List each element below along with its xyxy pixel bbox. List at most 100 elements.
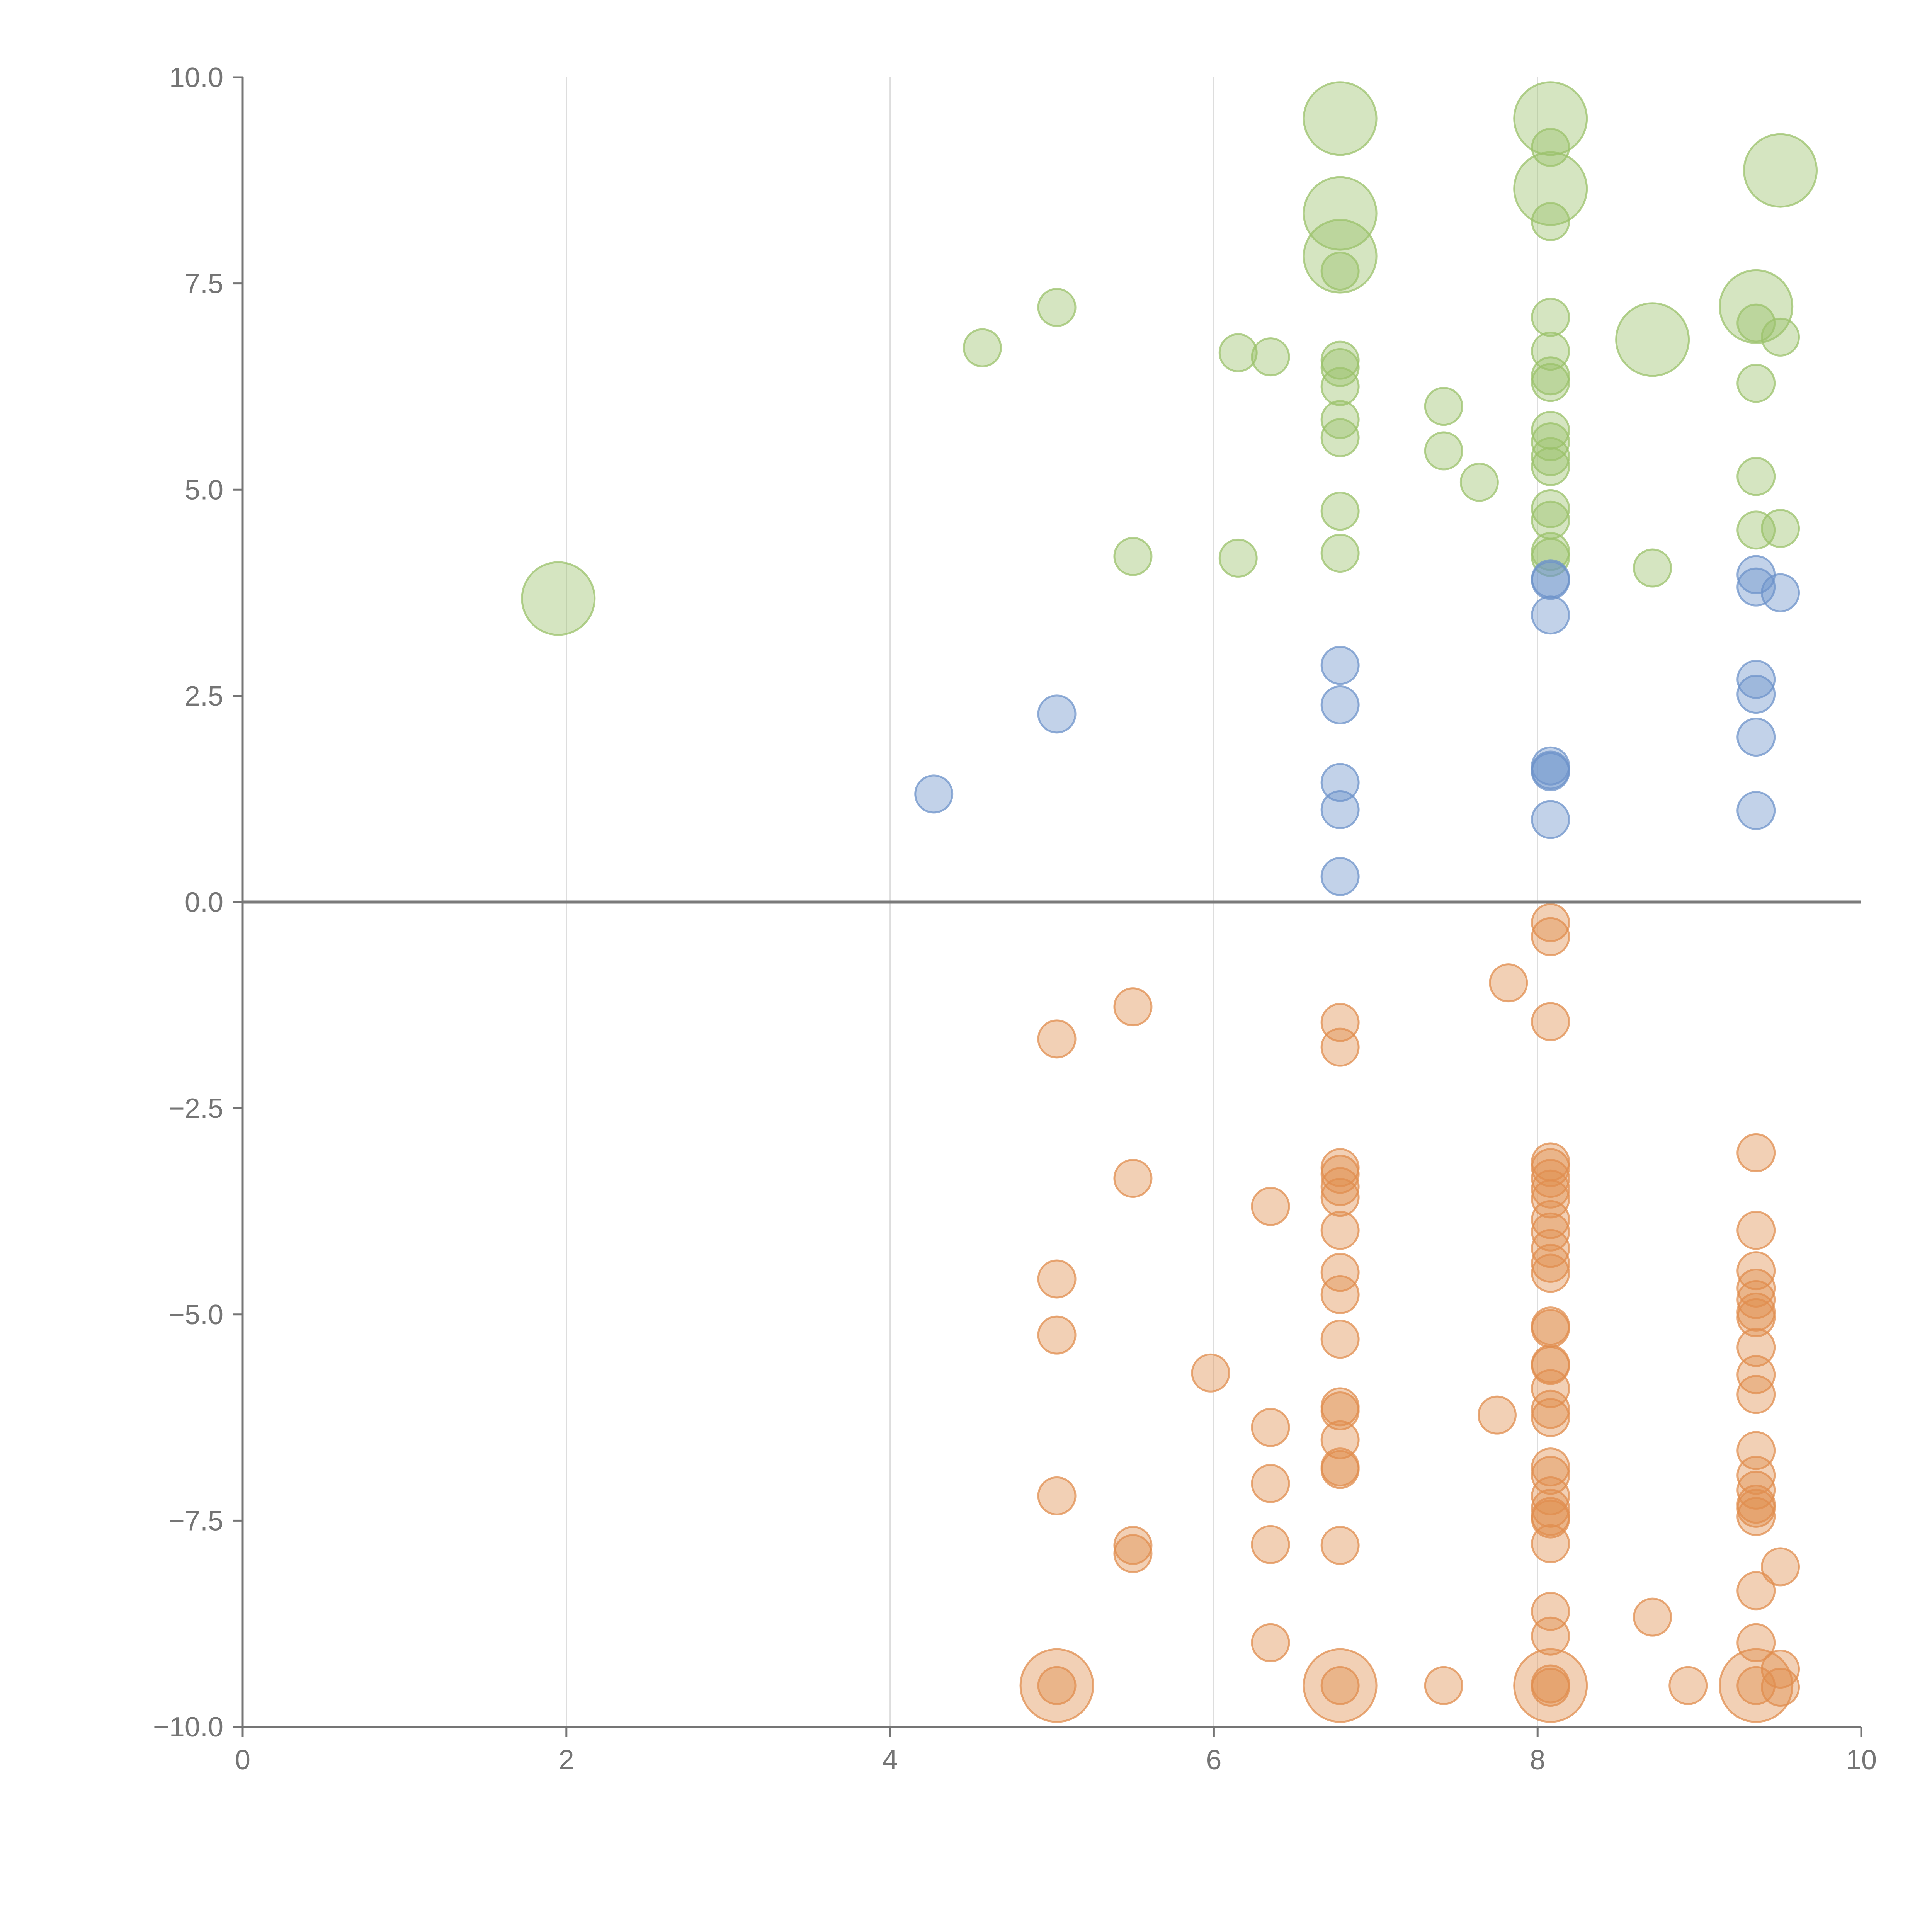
y-tick-label: 10.0 — [169, 62, 223, 93]
y-tick-label: 7.5 — [185, 269, 223, 299]
data-point-orange-74 — [1113, 1526, 1153, 1565]
data-point-orange-87 — [1424, 1666, 1463, 1705]
data-point-blue-18 — [1736, 675, 1776, 714]
data-point-orange-2 — [1513, 1648, 1588, 1723]
data-point-green-36 — [1320, 492, 1360, 531]
data-point-orange-55 — [1320, 1420, 1360, 1459]
data-point-orange-37 — [1736, 1355, 1776, 1395]
data-point-blue-4 — [1320, 685, 1360, 724]
data-point-orange-13 — [1251, 1187, 1290, 1226]
data-point-green-44 — [1736, 457, 1776, 496]
data-point-blue-3 — [1320, 646, 1360, 685]
data-point-orange-89 — [1037, 1666, 1077, 1705]
data-point-blue-6 — [914, 774, 954, 814]
data-point-blue-11 — [1320, 790, 1360, 829]
data-point-orange-21 — [1531, 1159, 1570, 1198]
data-point-orange-39 — [1037, 1259, 1077, 1299]
data-point-orange-61 — [1736, 1456, 1776, 1495]
y-tick-label: 5.0 — [185, 474, 223, 505]
data-point-green-42 — [1761, 317, 1800, 357]
data-point-orange-46 — [1531, 1309, 1570, 1348]
data-point-orange-42 — [1320, 1275, 1360, 1315]
data-points — [521, 81, 1818, 1723]
data-point-orange-72 — [1531, 1524, 1570, 1563]
data-point-orange-52 — [1477, 1395, 1517, 1435]
data-point-blue-16 — [1761, 573, 1800, 612]
y-tick-label: −7.5 — [168, 1505, 223, 1536]
y-tick-label: −10.0 — [153, 1712, 223, 1743]
data-point-green-11 — [1320, 252, 1360, 291]
data-point-blue-2 — [1531, 595, 1570, 635]
data-point-orange-38 — [1736, 1375, 1776, 1414]
data-point-green-35 — [1531, 537, 1570, 577]
data-point-green-2 — [1743, 133, 1818, 208]
data-point-orange-78 — [1761, 1547, 1800, 1587]
data-point-green-26 — [1424, 431, 1463, 471]
data-point-orange-76 — [1251, 1525, 1290, 1564]
data-point-orange-11 — [1320, 1027, 1360, 1067]
data-point-green-31 — [1531, 447, 1570, 486]
data-point-blue-20 — [1736, 791, 1776, 830]
data-point-orange-15 — [1320, 1155, 1360, 1194]
data-point-blue-19 — [1736, 718, 1776, 757]
y-tick-label: 2.5 — [185, 681, 223, 712]
data-point-orange-49 — [1531, 1369, 1570, 1408]
y-tick-label: −2.5 — [168, 1093, 223, 1124]
data-point-green-38 — [1113, 537, 1153, 576]
data-point-orange-66 — [1531, 1447, 1570, 1487]
data-point-orange-18 — [1320, 1211, 1360, 1250]
data-point-orange-6 — [1489, 963, 1528, 1003]
y-tick-label: −5.0 — [168, 1299, 223, 1330]
data-point-green-15 — [1251, 337, 1290, 377]
data-point-green-19 — [1531, 363, 1570, 402]
data-point-orange-0 — [1019, 1648, 1094, 1723]
data-point-orange-51 — [1531, 1398, 1570, 1437]
data-point-green-3 — [1513, 151, 1588, 226]
data-point-green-23 — [1424, 387, 1463, 426]
data-point-orange-16 — [1320, 1167, 1360, 1206]
data-point-orange-68 — [1531, 1476, 1570, 1515]
data-point-green-8 — [521, 561, 596, 636]
data-point-green-12 — [1037, 288, 1077, 327]
data-point-orange-77 — [1320, 1526, 1360, 1565]
data-point-orange-83 — [1251, 1623, 1290, 1662]
data-point-orange-43 — [1320, 1320, 1360, 1359]
data-point-orange-36 — [1736, 1328, 1776, 1367]
data-point-orange-50 — [1531, 1389, 1570, 1429]
data-point-green-14 — [1218, 333, 1258, 372]
data-point-orange-40 — [1037, 1315, 1077, 1355]
x-tick-label: 2 — [559, 1745, 574, 1776]
data-point-blue-10 — [1320, 763, 1360, 802]
data-point-orange-67 — [1531, 1456, 1570, 1495]
data-point-blue-5 — [1037, 694, 1077, 734]
data-point-orange-28 — [1531, 1253, 1570, 1293]
data-point-green-27 — [1459, 463, 1499, 502]
data-point-orange-44 — [1191, 1353, 1230, 1393]
data-point-orange-79 — [1736, 1571, 1776, 1611]
data-point-green-10 — [1531, 202, 1570, 242]
data-point-green-43 — [1736, 364, 1776, 403]
data-point-orange-25 — [1531, 1212, 1570, 1252]
data-point-orange-8 — [1113, 987, 1153, 1027]
data-point-orange-3 — [1719, 1648, 1794, 1723]
data-point-green-13 — [963, 328, 1002, 367]
data-point-orange-81 — [1531, 1616, 1570, 1656]
data-point-blue-17 — [1736, 660, 1776, 699]
data-point-green-30 — [1531, 437, 1570, 476]
data-point-orange-93 — [1736, 1666, 1776, 1705]
data-point-orange-54 — [1320, 1391, 1360, 1430]
data-point-green-1 — [1513, 81, 1588, 156]
x-tick-label: 10 — [1846, 1745, 1877, 1776]
data-point-green-25 — [1320, 418, 1360, 457]
data-point-orange-69 — [1531, 1488, 1570, 1528]
data-point-orange-32 — [1736, 1268, 1776, 1308]
data-point-orange-90 — [1320, 1666, 1360, 1705]
data-point-orange-64 — [1736, 1488, 1776, 1528]
data-point-orange-88 — [1668, 1666, 1708, 1705]
data-point-orange-82 — [1633, 1597, 1672, 1637]
data-point-orange-20 — [1531, 1148, 1570, 1187]
data-point-orange-4 — [1531, 903, 1570, 942]
data-point-orange-31 — [1736, 1251, 1776, 1291]
data-point-blue-15 — [1736, 567, 1776, 607]
